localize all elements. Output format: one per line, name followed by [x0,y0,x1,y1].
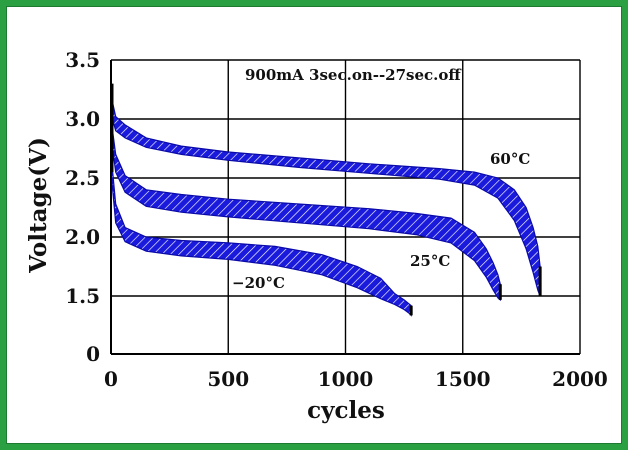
x-tick-label: 500 [207,367,249,391]
series-label-minus20c: −20°C [232,274,285,292]
chart-text: 900mA 3sec.on--27sec.off cycles Voltage(… [25,48,608,424]
y-tick-label: 2.0 [65,225,100,249]
y-axis-label: Voltage(V) [25,137,52,274]
x-tick-label: 1500 [435,367,491,391]
x-tick-label: 1000 [318,367,374,391]
y-tick-label: 0 [86,342,100,366]
x-tick-label: 0 [104,367,118,391]
band-series-1 [110,118,501,302]
y-tick-label: 1.5 [65,284,100,308]
y-tick-label: 3.0 [65,107,100,131]
chart-title: 900mA 3sec.on--27sec.off [245,66,462,84]
series-label-25c: 25°C [410,252,450,270]
y-tick-label: 3.5 [65,48,100,72]
chart-frame-inner [6,6,622,444]
x-axis-label: cycles [307,397,385,424]
x-tick-label: 2000 [552,367,608,391]
plot-axes [110,60,580,355]
series-label-60c: 60°C [490,150,530,168]
y-tick-label: 2.5 [65,166,100,190]
